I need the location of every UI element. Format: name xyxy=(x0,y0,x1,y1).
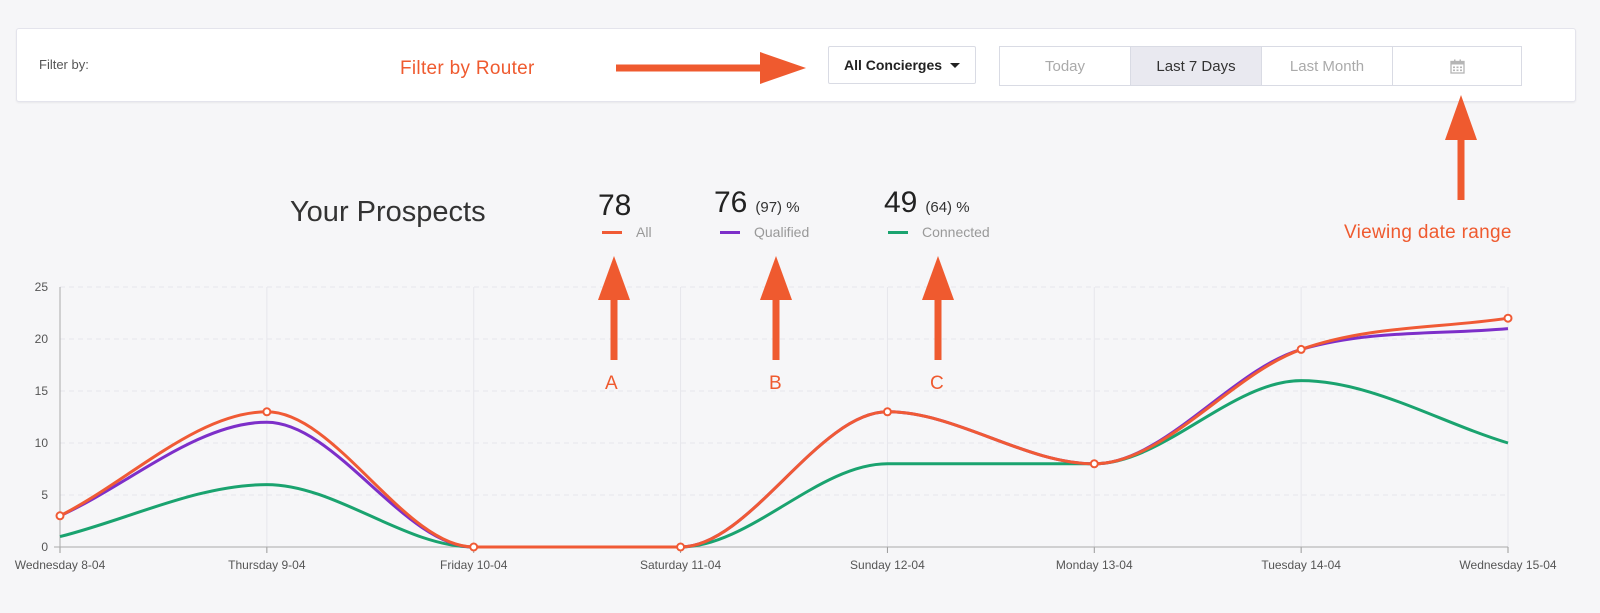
router-select-value: All Concierges xyxy=(843,57,943,73)
y-tick-label: 25 xyxy=(35,280,49,294)
stat-connected: 49 (64) % xyxy=(884,186,970,220)
data-point-all xyxy=(469,542,479,552)
annotation-letter-b: B xyxy=(769,373,782,394)
data-point-all xyxy=(1503,313,1513,323)
chevron-down-icon xyxy=(950,62,961,68)
data-point-all xyxy=(1089,459,1099,469)
x-tick-label: Thursday 9-04 xyxy=(228,558,306,572)
data-point-all xyxy=(676,542,686,552)
arrow-up-icon xyxy=(760,256,792,360)
legend-connected: Connected xyxy=(888,224,990,240)
x-tick-label: Wednesday 15-04 xyxy=(1459,558,1557,572)
arrow-up-icon xyxy=(1445,95,1477,200)
calendar-button[interactable] xyxy=(1392,46,1522,86)
data-point-all xyxy=(262,407,272,417)
annotation-letter-c: C xyxy=(930,373,944,394)
y-tick-label: 15 xyxy=(35,384,49,398)
stat-qualified: 76 (97) % xyxy=(714,186,800,220)
router-select[interactable]: All Concierges xyxy=(828,46,976,84)
annotation-letter-a: A xyxy=(605,373,618,394)
legend-connected-swatch xyxy=(888,230,908,234)
annotation-filter-by-router: Filter by Router xyxy=(400,58,535,79)
x-tick-label: Tuesday 14-04 xyxy=(1261,558,1341,572)
y-tick-label: 5 xyxy=(41,488,48,502)
x-tick-label: Wednesday 8-04 xyxy=(15,558,106,572)
legend-all-label: All xyxy=(636,224,652,240)
legend-qualified: Qualified xyxy=(720,224,809,240)
data-point-all xyxy=(1296,344,1306,354)
legend-qualified-swatch xyxy=(720,230,740,234)
range-last-7-days-button[interactable]: Last 7 Days xyxy=(1130,46,1262,86)
arrow-right-icon xyxy=(616,52,806,84)
stat-all: 78 xyxy=(598,189,631,223)
series-line-connected xyxy=(59,379,1509,549)
legend-connected-label: Connected xyxy=(922,224,990,240)
legend-all-swatch xyxy=(602,230,622,234)
stat-connected-percent: (64) % xyxy=(925,199,970,216)
x-tick-label: Friday 10-04 xyxy=(440,558,508,572)
date-range-group: Today Last 7 Days Last Month xyxy=(999,46,1522,86)
annotation-viewing-date-range: Viewing date range xyxy=(1344,222,1512,243)
range-last-month-button[interactable]: Last Month xyxy=(1261,46,1393,86)
data-point-all xyxy=(882,407,892,417)
y-tick-label: 0 xyxy=(41,540,48,554)
filter-label: Filter by: xyxy=(39,57,89,72)
stat-all-value: 78 xyxy=(598,189,632,222)
stat-qualified-percent: (97) % xyxy=(755,199,800,216)
stat-qualified-value: 76 xyxy=(714,186,748,219)
y-tick-label: 20 xyxy=(35,332,49,346)
data-point-all xyxy=(55,511,65,521)
x-tick-label: Monday 13-04 xyxy=(1056,558,1133,572)
series-line-all xyxy=(59,316,1509,549)
legend-all: All xyxy=(602,224,652,240)
arrow-up-icon xyxy=(922,256,954,360)
y-tick-label: 10 xyxy=(35,436,49,450)
calendar-icon xyxy=(1449,59,1465,74)
page-title: Your Prospects xyxy=(290,196,486,228)
stat-connected-value: 49 xyxy=(884,186,918,219)
arrow-up-icon xyxy=(598,256,630,360)
legend-qualified-label: Qualified xyxy=(754,224,810,240)
x-tick-label: Sunday 12-04 xyxy=(850,558,925,572)
x-tick-label: Saturday 11-04 xyxy=(640,558,721,572)
